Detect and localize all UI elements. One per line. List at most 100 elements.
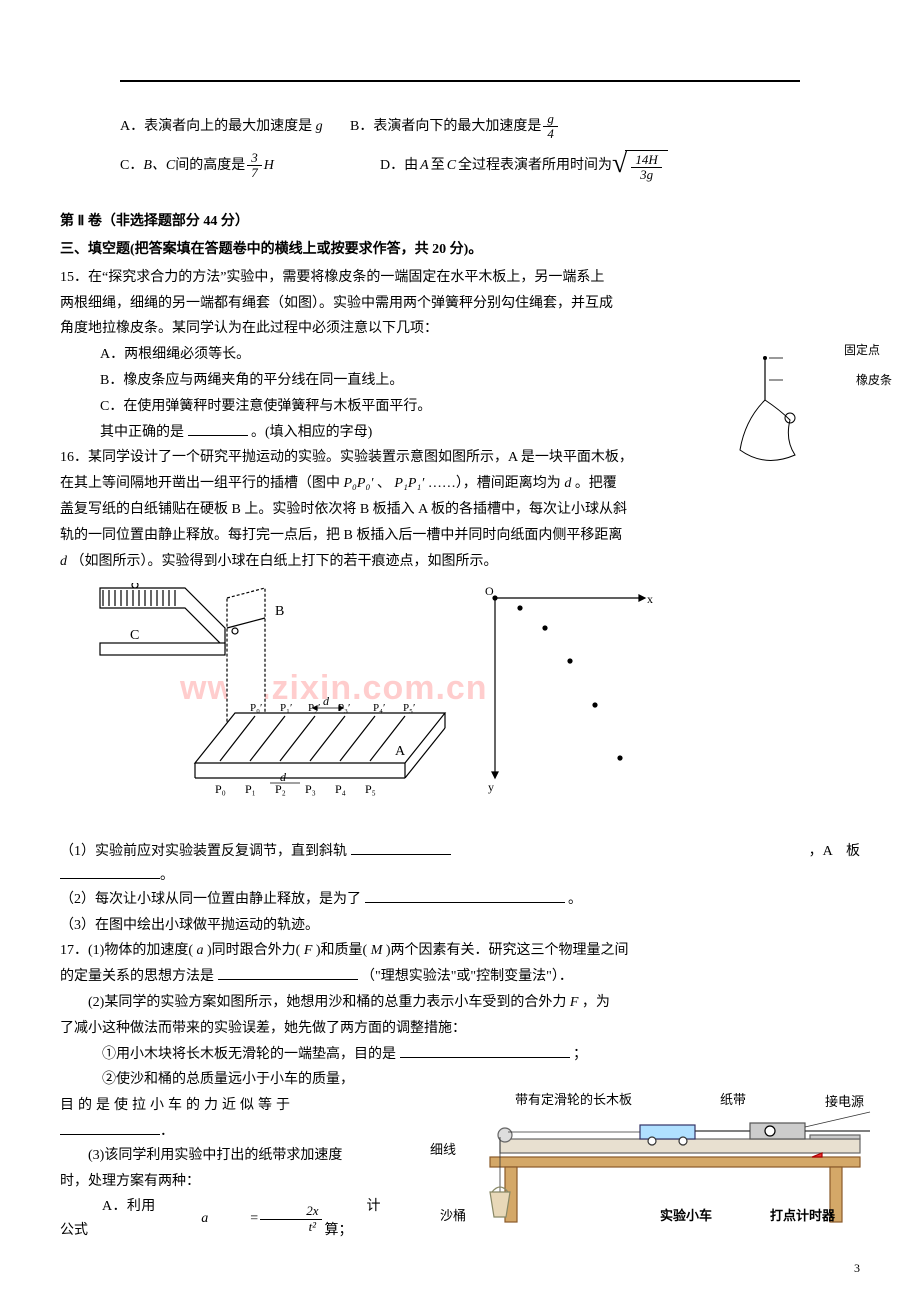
q17-l2-pre: 的定量关系的思想方法是: [60, 969, 214, 984]
q14-optC-BC: B、C: [143, 154, 175, 178]
q14-optB: B．表演者向下的最大加速度是 g 4: [350, 112, 560, 142]
svg-text:P₅′: P₅′: [403, 702, 415, 714]
svg-text:P₄′: P₄′: [373, 702, 385, 714]
q14-optD-A: A: [420, 154, 429, 178]
q17-l1-pre: 17．(1)物体的加速度(: [60, 943, 193, 958]
q16-sub2-pre: （2）每次让小球从同一位置由静止释放，是为了: [60, 892, 361, 907]
q17-s2-l1: (2)某同学的实验方案如图所示，她想用沙和桶的总重力表示小车受到的合外力: [88, 995, 566, 1010]
q17-l2-post: （"理想实验法"或"控制变量法"）．: [361, 969, 573, 984]
q17-s3-pre: (3)该同学利用实验中打出的纸带求加速度: [88, 1148, 342, 1163]
blank: [365, 889, 565, 903]
q16-line4: 轨的一同位置由静止释放。每打完一点后，把 B 板插入后一槽中并同时向纸面内侧平移…: [60, 524, 860, 548]
q16-sub1-pre: （1）实验前应对实验装置反复调节，直到斜轨: [60, 844, 347, 859]
q17-A-frac: 2x t²: [260, 1204, 322, 1234]
q16-line2: 在其上等间隔地开凿出一组平行的插槽（图中 P₀P₀′ 、 P₁P₁′ ……），槽…: [60, 472, 860, 496]
q17-F: F: [304, 943, 313, 958]
blank: [400, 1044, 570, 1058]
q17-line1: 17．(1)物体的加速度( a )同时跟合外力( F )和质量( M )两个因素…: [60, 939, 860, 963]
svg-text:P₂′: P₂′: [308, 702, 320, 714]
blank: [60, 865, 160, 879]
q17-A-post: 计算；: [324, 1195, 390, 1243]
blank: [218, 966, 358, 980]
svg-text:y: y: [488, 780, 494, 794]
q15-line3: 角度地拉橡皮条。某同学认为在此过程中必须注意以下几项：: [60, 317, 860, 341]
header-rule: [120, 80, 800, 82]
blank: [351, 841, 451, 855]
frac-den: 3g: [636, 168, 657, 182]
svg-text:P₁′: P₁′: [280, 702, 292, 714]
svg-text:P₀: P₀: [215, 782, 226, 796]
frac-den: 7: [247, 166, 262, 180]
q14-optD-frac: 14H 3g: [631, 153, 661, 183]
q17-M: M: [371, 943, 383, 958]
q17-left-col: 目的是使拉小车的力近似等于 ． (3)该同学利用实验中打出的纸带求加速度 时，处…: [60, 1094, 390, 1243]
q14-optD-C: C: [447, 154, 456, 178]
q16-line2-pre: 在其上等间隔地开凿出一组平行的插槽（图中: [60, 476, 340, 491]
q17-l1-m2: )和质量(: [316, 943, 367, 958]
frac-num: 2x: [260, 1204, 322, 1219]
blank: [188, 422, 248, 436]
q17-l1-m1: )同时跟合外力(: [207, 943, 300, 958]
q17-p1-end: ；: [573, 1047, 587, 1062]
frac-num: 3: [247, 151, 262, 166]
q15-line2: 两根细绳，细绳的另一端都有绳套（如图）。实验中需用两个弹簧秤分别勾住绳套，并互成: [60, 292, 860, 316]
q16-sub3: （3）在图中绘出小球做平抛运动的轨迹。: [60, 914, 860, 938]
q17-s2-F: F: [570, 995, 579, 1010]
sqrt-body: 14H 3g: [625, 150, 667, 183]
sqrt: √ 14H 3g: [612, 150, 668, 183]
q16-dots: ……），槽间距离均为: [428, 476, 561, 491]
svg-text:P₀′: P₀′: [250, 702, 262, 714]
q16-sep: 、: [377, 476, 391, 491]
q16-line5: d （如图所示）。实验得到小球在白纸上打下的若干痕迹点，如图所示。: [60, 550, 860, 574]
q17-p2b: 目的是使拉小车的力近似等于: [60, 1094, 390, 1118]
q17-l1-post: )两个因素有关．研究这三个物理量之间: [386, 943, 629, 958]
q17-sub3-l2: 时，处理方案有两种：: [60, 1170, 390, 1194]
page-number: 3: [854, 1258, 860, 1278]
q14-optC-H: H: [264, 154, 274, 178]
q16-p1: P₁P₁′: [394, 476, 424, 491]
q17-line2: 的定量关系的思想方法是 （"理想实验法"或"控制变量法"）．: [60, 965, 860, 989]
q16-line5-text: （如图所示）。实验得到小球在白纸上打下的若干痕迹点，如图所示。: [71, 554, 498, 569]
lbl-power: 接电源: [825, 1091, 864, 1113]
svg-text:C: C: [130, 628, 139, 643]
svg-text:P₅: P₅: [365, 782, 376, 796]
q16-line2-end: 。把覆: [575, 476, 617, 491]
svg-text:d: d: [280, 770, 287, 784]
svg-text:A: A: [395, 744, 406, 759]
q16-figure: P₀ P₁ P₂ P₃ P₄ P₅ P₀′ P₁′ P₂′ P₃′ P₄′ P₅…: [95, 583, 655, 823]
q15-ans-pre: 其中正确的是: [100, 425, 184, 440]
experiment-figure: 带有定滑轮的长木板 纸带 接电源 细线 沙桶 实验小车 打点计时器: [430, 1077, 900, 1227]
frac-num: 14H: [631, 153, 661, 168]
svg-text:x: x: [647, 592, 653, 606]
q15-ans-post: 。(填入相应的字母): [251, 425, 372, 440]
rubber-band-figure: [735, 350, 865, 470]
q16-sub2-end: 。: [568, 892, 582, 907]
q17-sub3: (3)该同学利用实验中打出的纸带求加速度: [60, 1144, 390, 1168]
q17-p2: ②使沙和桶的总质量远小于小车的质量，: [102, 1072, 354, 1087]
q16-sub2: （2）每次让小球从同一位置由静止释放，是为了 。: [60, 888, 860, 912]
q17-a: a: [197, 943, 204, 958]
lbl-car: 实验小车: [660, 1205, 712, 1227]
lbl-tape: 纸带: [720, 1089, 746, 1111]
q15-line1: 15．在“探究求合力的方法”实验中，需要将橡皮条的一端固定在水平木板上，另一端系…: [60, 266, 860, 290]
q14-optC-frac: 3 7: [247, 151, 262, 181]
fig-label-top: 固定点: [844, 340, 880, 360]
q16-sub1-post: ，A 板: [809, 840, 860, 864]
svg-text:O: O: [485, 584, 494, 598]
q14-optA-var: g: [316, 119, 323, 134]
svg-text:P₃′: P₃′: [338, 702, 350, 714]
q17-A-a: a: [159, 1207, 208, 1231]
q17-p1: ①用小木块将长木板无滑轮的一端垫高，目的是: [102, 1047, 396, 1062]
q16-sub1: （1）实验前应对实验装置反复调节，直到斜轨 ，A 板: [60, 840, 860, 864]
q14-optA-text: A．表演者向上的最大加速度是: [120, 119, 312, 134]
q14-optB-text: B．表演者向下的最大加速度是: [350, 115, 541, 139]
svg-text:P₂: P₂: [275, 782, 286, 796]
blank: [60, 1121, 160, 1135]
q16-line3: 盖复写纸的白纸铺贴在硬板 B 上。实验时依次将 B 板插入 A 板的各插槽中，每…: [60, 498, 860, 522]
svg-text:P₃: P₃: [305, 782, 316, 796]
lbl-timer: 打点计时器: [770, 1205, 835, 1227]
q17-sub2-l1: (2)某同学的实验方案如图所示，她想用沙和桶的总重力表示小车受到的合外力 F ，…: [60, 991, 860, 1015]
q14-optD-mid: 至: [431, 154, 445, 178]
svg-text:P₄: P₄: [335, 782, 346, 796]
q17-sub2-p1: ①用小木块将长木板无滑轮的一端垫高，目的是 ；: [60, 1043, 860, 1067]
